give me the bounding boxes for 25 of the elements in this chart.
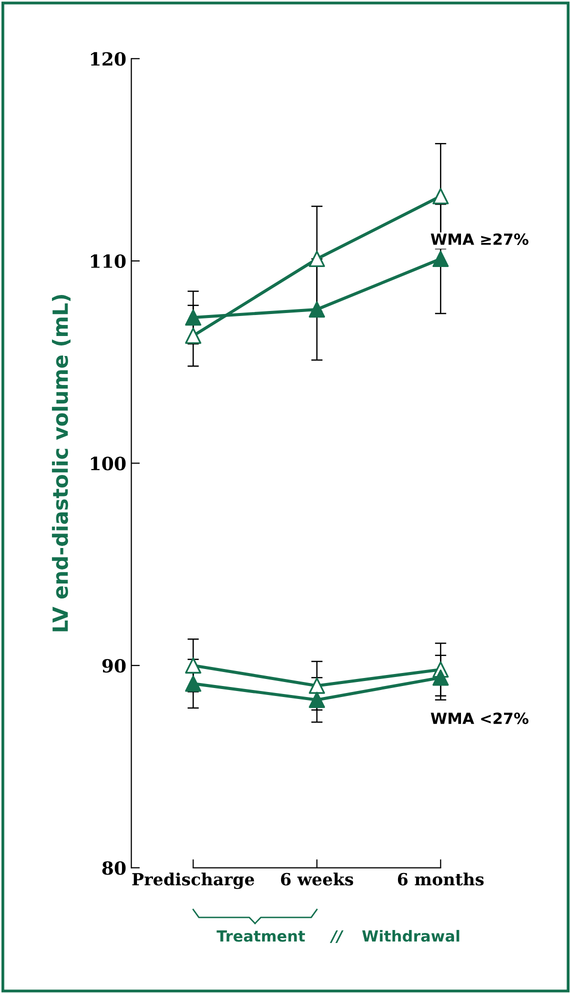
x-tick-label: 6 weeks — [281, 872, 354, 886]
text: Treatment — [216, 930, 305, 942]
point — [308, 678, 326, 694]
annotation: WMA ≥27% — [430, 233, 528, 245]
point — [308, 692, 326, 708]
point — [308, 250, 326, 268]
point — [185, 657, 202, 674]
x-tick-label: 6 months — [398, 872, 484, 886]
y-axis-title: LV end-diastolic volume (mL) — [52, 295, 71, 632]
point — [185, 328, 202, 344]
text: // — [330, 930, 344, 943]
point — [432, 188, 449, 204]
x-tick-label: Predischarge — [132, 872, 254, 889]
point — [432, 670, 449, 686]
y-tick-label: 90 — [102, 658, 126, 673]
point — [432, 250, 449, 268]
y-tick-label: 80 — [102, 861, 126, 875]
y-tick-label: 110 — [90, 254, 126, 268]
y-tick-label: 120 — [90, 52, 126, 66]
point — [185, 676, 202, 692]
point — [185, 309, 202, 326]
text: Withdrawal — [362, 930, 460, 942]
point — [308, 301, 326, 318]
y-tick-label: 100 — [90, 456, 126, 470]
annotation: WMA <27% — [430, 712, 528, 724]
